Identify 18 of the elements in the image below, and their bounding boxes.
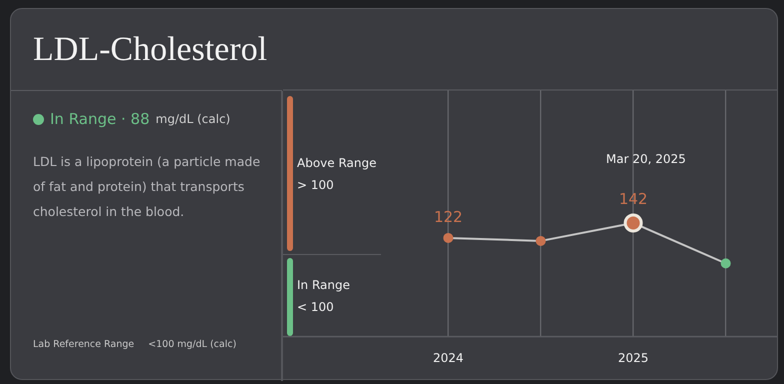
text: Lab Reference Range [33,339,134,350]
point [443,232,454,243]
annotation: Mar 20, 2025 [605,152,687,166]
text: <100 mg/dL (calc) [148,339,236,350]
text: mg/dL (calc) [156,112,230,126]
text: LDL is a lipoprotein (a particle made of fat and protein) that transports cholesterol in the blood. [33,153,262,221]
x-tick-label: 2024 [432,350,464,365]
data-label: 142 [618,190,648,208]
text: > 100 [297,177,335,194]
text: Above Range [297,155,376,172]
point [720,258,731,268]
data-label: 122 [434,208,463,226]
text: In Range [297,277,350,294]
x-tick-label: 2025 [618,350,649,365]
text: < 100 [297,299,335,316]
point [536,236,546,246]
text: In Range · 88 [50,110,150,128]
chart-title: LDL-Cholesterol [33,31,268,69]
